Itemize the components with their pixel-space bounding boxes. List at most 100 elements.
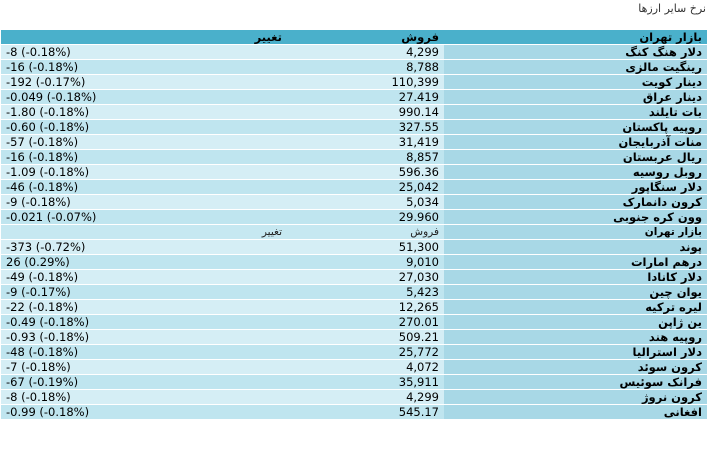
rate-sell: 27.419	[287, 90, 444, 104]
rate-change: -8 (-0.18%)	[1, 45, 287, 59]
currency-name: دلار استرالیا	[444, 345, 707, 359]
table-subheader-row: تغییر فروش بازار تهران	[1, 225, 707, 239]
table-row: -49 (-0.18%) 27,030 دلار کانادا	[1, 270, 707, 284]
rate-sell: 4,299	[287, 390, 444, 404]
currency-name: رینگیت مالزی	[444, 60, 707, 74]
table-row: -67 (-0.19%) 35,911 فرانک سوئیس	[1, 375, 707, 389]
currency-name: یوان چین	[444, 285, 707, 299]
currency-name: درهم امارات	[444, 255, 707, 269]
table-row: -8 (-0.18%) 4,299 کرون نروژ	[1, 390, 707, 404]
rates-table-body: تغییر فروش بازار تهران -8 (-0.18%) 4,299 د…	[1, 30, 707, 419]
currency-name: دلار هنگ کنگ	[444, 45, 707, 59]
rate-sell: 327.55	[287, 120, 444, 134]
currency-name: منات آذربایجان	[444, 135, 707, 149]
table-row: -0.021 (-0.07%) 29.960 وون کره جنوبی	[1, 210, 707, 224]
table-row: -9 (-0.17%) 5,423 یوان چین	[1, 285, 707, 299]
rate-sell: 25,772	[287, 345, 444, 359]
currency-name: کرون نروژ	[444, 390, 707, 404]
currency-name: کرون دانمارک	[444, 195, 707, 209]
rate-change: -192 (-0.17%)	[1, 75, 287, 89]
currency-name: کرون سوئد	[444, 360, 707, 374]
rate-sell: 12,265	[287, 300, 444, 314]
currency-name: روپیه هند	[444, 330, 707, 344]
rate-sell: 5,034	[287, 195, 444, 209]
rate-sell: 27,030	[287, 270, 444, 284]
rate-change: -57 (-0.18%)	[1, 135, 287, 149]
header-change: تغییر	[1, 30, 287, 44]
table-row: -0.93 (-0.18%) 509.21 روپیه هند	[1, 330, 707, 344]
table-row: -0.60 (-0.18%) 327.55 روپیه پاکستان	[1, 120, 707, 134]
table-row: -8 (-0.18%) 4,299 دلار هنگ کنگ	[1, 45, 707, 59]
rate-change: -0.021 (-0.07%)	[1, 210, 287, 224]
currency-name: ریال عربستان	[444, 150, 707, 164]
rate-change: -16 (-0.18%)	[1, 150, 287, 164]
table-row: -0.049 (-0.18%) 27.419 دینار عراق	[1, 90, 707, 104]
rate-change: -22 (-0.18%)	[1, 300, 287, 314]
rate-change: -9 (-0.17%)	[1, 285, 287, 299]
currency-name: وون کره جنوبی	[444, 210, 707, 224]
subheader-sell: فروش	[287, 225, 444, 239]
rate-sell: 35,911	[287, 375, 444, 389]
rate-sell: 9,010	[287, 255, 444, 269]
rate-change: -0.99 (-0.18%)	[1, 405, 287, 419]
rate-change: -9 (-0.18%)	[1, 195, 287, 209]
currency-name: دینار عراق	[444, 90, 707, 104]
header-market: بازار تهران	[444, 30, 707, 44]
table-header-row: تغییر فروش بازار تهران	[1, 30, 707, 44]
table-row: -16 (-0.18%) 8,857 ریال عربستان	[1, 150, 707, 164]
rate-change: -48 (-0.18%)	[1, 345, 287, 359]
rate-sell: 110,399	[287, 75, 444, 89]
subheader-change: تغییر	[1, 225, 287, 239]
rate-change: -0.49 (-0.18%)	[1, 315, 287, 329]
rate-change: -8 (-0.18%)	[1, 390, 287, 404]
rate-change: -67 (-0.19%)	[1, 375, 287, 389]
rate-change: -1.80 (-0.18%)	[1, 105, 287, 119]
currency-name: روبل روسیه	[444, 165, 707, 179]
table-row: -9 (-0.18%) 5,034 کرون دانمارک	[1, 195, 707, 209]
rate-change: -0.93 (-0.18%)	[1, 330, 287, 344]
table-row: -1.80 (-0.18%) 990.14 بات تایلند	[1, 105, 707, 119]
rate-sell: 8,788	[287, 60, 444, 74]
header-sell: فروش	[287, 30, 444, 44]
rate-change: -1.09 (-0.18%)	[1, 165, 287, 179]
rate-sell: 8,857	[287, 150, 444, 164]
rate-change: -0.049 (-0.18%)	[1, 90, 287, 104]
rate-sell: 25,042	[287, 180, 444, 194]
rate-sell: 51,300	[287, 240, 444, 254]
table-row: -192 (-0.17%) 110,399 دینار کویت	[1, 75, 707, 89]
currency-name: دلار کانادا	[444, 270, 707, 284]
rate-sell: 4,072	[287, 360, 444, 374]
currency-name: روپیه پاکستان	[444, 120, 707, 134]
rate-change: -46 (-0.18%)	[1, 180, 287, 194]
table-row: -7 (-0.18%) 4,072 کرون سوئد	[1, 360, 707, 374]
rate-sell: 509.21	[287, 330, 444, 344]
rate-change: -16 (-0.18%)	[1, 60, 287, 74]
currency-name: لیره ترکیه	[444, 300, 707, 314]
rate-sell: 29.960	[287, 210, 444, 224]
table-row: -1.09 (-0.18%) 596.36 روبل روسیه	[1, 165, 707, 179]
currency-name: افغانی	[444, 405, 707, 419]
table-row: -16 (-0.18%) 8,788 رینگیت مالزی	[1, 60, 707, 74]
currency-name: فرانک سوئیس	[444, 375, 707, 389]
table-row: -22 (-0.18%) 12,265 لیره ترکیه	[1, 300, 707, 314]
rate-sell: 270.01	[287, 315, 444, 329]
rate-change: -0.60 (-0.18%)	[1, 120, 287, 134]
table-row: -373 (-0.72%) 51,300 پوند	[1, 240, 707, 254]
rate-change: -49 (-0.18%)	[1, 270, 287, 284]
rate-sell: 5,423	[287, 285, 444, 299]
rate-sell: 4,299	[287, 45, 444, 59]
rate-sell: 545.17	[287, 405, 444, 419]
page-title: نرخ سایر ارزها	[638, 2, 706, 15]
subheader-market: بازار تهران	[444, 225, 707, 239]
table-row: -57 (-0.18%) 31,419 منات آذربایجان	[1, 135, 707, 149]
currency-name: بات تایلند	[444, 105, 707, 119]
rate-change: 26 (0.29%)	[1, 255, 287, 269]
rate-sell: 596.36	[287, 165, 444, 179]
currency-name: دینار کویت	[444, 75, 707, 89]
currency-name: پوند	[444, 240, 707, 254]
currency-name: ین ژاپن	[444, 315, 707, 329]
table-row: -46 (-0.18%) 25,042 دلار سنگاپور	[1, 180, 707, 194]
rates-table: تغییر فروش بازار تهران -8 (-0.18%) 4,299 د…	[1, 29, 707, 420]
table-row: -48 (-0.18%) 25,772 دلار استرالیا	[1, 345, 707, 359]
rate-sell: 990.14	[287, 105, 444, 119]
